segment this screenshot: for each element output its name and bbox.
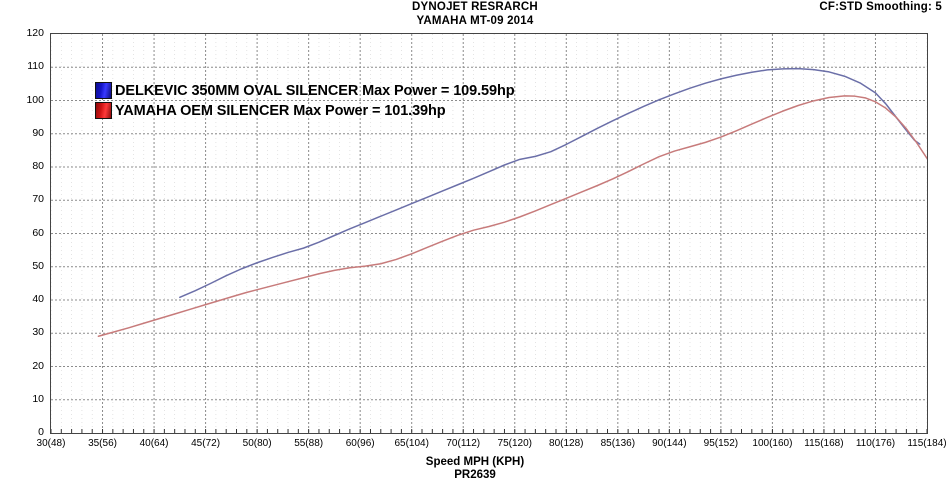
x-tick-label: 110(176) (855, 438, 896, 449)
legend-item: YAMAHA OEM SILENCER Max Power = 101.39hp (95, 101, 514, 120)
plot-canvas (51, 34, 927, 433)
x-tick-label: 115(168) (804, 438, 844, 449)
x-tick-label: 115(184) (907, 438, 947, 449)
y-tick-label: 70 (32, 193, 44, 206)
y-tick-label: 120 (26, 27, 44, 39)
x-tick-label: 50(80) (242, 438, 272, 449)
y-tick-label: 40 (32, 293, 44, 305)
y-tick-label: 100 (26, 93, 44, 106)
red-gradient-swatch-icon (95, 102, 112, 119)
legend: DELKEVIC 350MM OVAL SILENCER Max Power =… (95, 81, 515, 121)
y-tick-label: 10 (32, 392, 44, 405)
y-tick-label: 90 (32, 126, 44, 139)
correction-factor-label: CF:STD Smoothing: 5 (819, 1, 942, 13)
x-tick-label: 90(144) (652, 438, 687, 449)
x-tick-label: 30(48) (36, 438, 66, 449)
legend-label: YAMAHA OEM SILENCER Max Power = 101.39hp (115, 102, 446, 119)
x-tick-label: 75(120) (497, 438, 532, 449)
x-tick-label: 45(72) (191, 438, 221, 449)
run-id-label: PR2639 (454, 469, 496, 481)
x-tick-label: 70(112) (446, 438, 481, 449)
chart-header-title: DYNOJET RESRARCH YAMAHA MT-09 2014 (0, 1, 950, 28)
x-tick-label: 35(56) (88, 438, 117, 449)
plot-area: DELKEVIC 350MM OVAL SILENCER Max Power =… (50, 33, 928, 434)
x-tick-label: 95(152) (703, 438, 739, 449)
header-line-2: YAMAHA MT-09 2014 (416, 14, 534, 27)
y-tick-label: 0 (38, 426, 44, 438)
x-tick-label: 60(96) (345, 438, 375, 449)
x-tick-label: 85(136) (600, 438, 636, 449)
y-tick-label: 110 (27, 60, 44, 73)
blue-gradient-swatch-icon (95, 82, 112, 99)
x-tick-label: 65(104) (394, 438, 429, 449)
x-tick-label: 80(128) (549, 438, 584, 449)
x-tick-label: 40(64) (139, 438, 169, 449)
header-line-1: DYNOJET RESRARCH (412, 1, 538, 13)
legend-label: DELKEVIC 350MM OVAL SILENCER Max Power =… (115, 82, 515, 99)
data-series-line (179, 67, 921, 299)
data-series-line (97, 95, 927, 337)
x-tick-label: 100(160) (752, 438, 793, 449)
y-tick-label: 80 (32, 160, 44, 172)
y-tick-label: 50 (32, 259, 44, 272)
x-axis-title: Speed MPH (KPH) (425, 456, 525, 468)
y-tick-label: 30 (32, 326, 44, 339)
y-tick-label: 60 (32, 226, 44, 239)
y-tick-label: 20 (32, 359, 44, 372)
legend-item: DELKEVIC 350MM OVAL SILENCER Max Power =… (95, 81, 515, 100)
x-tick-label: 55(88) (294, 438, 324, 449)
